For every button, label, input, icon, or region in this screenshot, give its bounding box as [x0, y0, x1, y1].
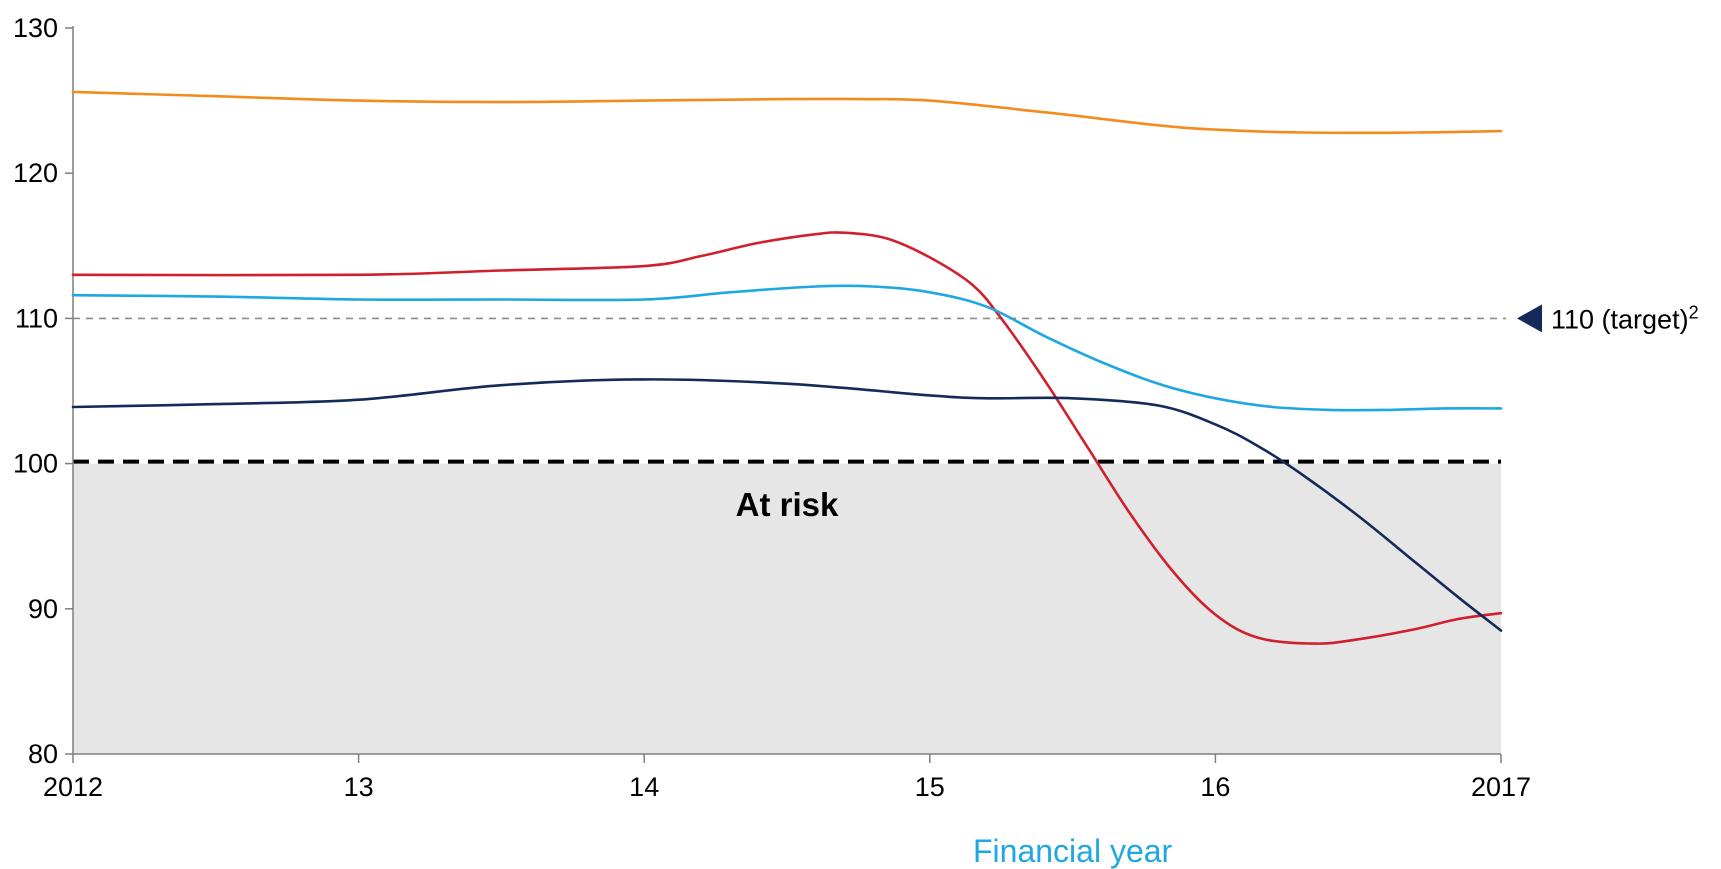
chart-labels: At risk Financial year 110 (target)2 [736, 302, 1699, 869]
axes: 80 90 100 110 120 130 2012 13 14 15 16 2017 [13, 13, 1531, 802]
series-line-2 [71, 231, 1503, 645]
series-line-4 [71, 378, 1503, 632]
x-tick-label: 16 [1200, 772, 1230, 802]
x-tick-label: 2017 [1471, 772, 1531, 802]
series-line-3 [71, 284, 1503, 412]
x-tick-label: 13 [344, 772, 374, 802]
target-label: 110 (target)2 [1551, 302, 1699, 334]
y-tick-label: 90 [28, 594, 58, 624]
target-marker-icon [1517, 304, 1542, 333]
series-lines [71, 90, 1503, 645]
x-tick-label: 15 [915, 772, 945, 802]
at-risk-label: At risk [736, 486, 839, 523]
reference-lines [73, 317, 1506, 464]
y-tick-label: 130 [13, 13, 58, 43]
target-label-superscript: 2 [1689, 302, 1699, 322]
target-label-text: 110 (target) [1551, 304, 1689, 334]
at-risk-region [73, 463, 1501, 754]
y-tick-label: 80 [28, 739, 58, 769]
y-tick-label: 110 [15, 303, 58, 333]
y-tick-label: 100 [13, 449, 58, 479]
x-axis-title: Financial year [973, 833, 1173, 869]
at-risk-band [73, 463, 1501, 754]
series-line-1 [71, 90, 1503, 135]
x-tick-label: 14 [629, 772, 659, 802]
x-tick-label: 2012 [43, 772, 103, 802]
y-tick-label: 120 [13, 158, 58, 188]
